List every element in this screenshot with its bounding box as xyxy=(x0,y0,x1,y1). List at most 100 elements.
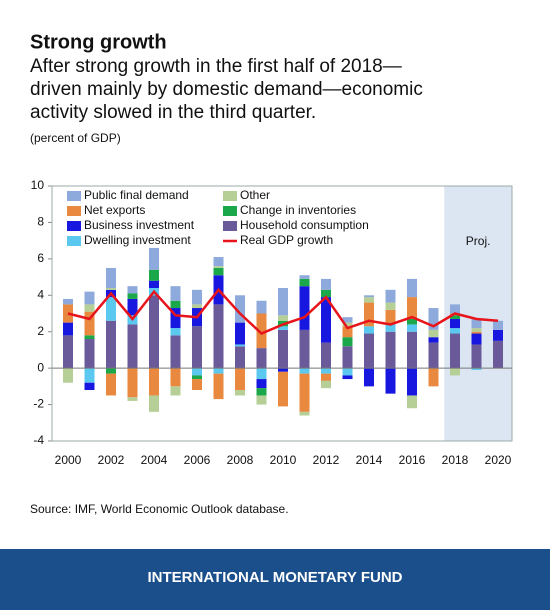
plot-frame xyxy=(51,185,513,442)
bar-segment xyxy=(428,337,439,343)
bar-segment xyxy=(299,329,310,369)
bar-segment xyxy=(170,368,181,387)
bar-segment xyxy=(127,368,138,398)
bar-segment xyxy=(213,373,224,400)
bar-segment xyxy=(63,368,73,383)
x-tick-label: 2020 xyxy=(485,453,512,467)
bar-segment xyxy=(213,257,224,267)
bar-segment xyxy=(342,337,353,347)
bar-segment xyxy=(256,313,267,349)
bar-segment xyxy=(84,335,95,339)
bar-segment xyxy=(471,318,482,329)
bar-segment xyxy=(299,373,310,412)
bar-segment xyxy=(106,288,116,290)
bar-segment xyxy=(235,344,245,347)
bar-segment xyxy=(256,388,267,396)
y-tick-label: -4 xyxy=(33,433,44,447)
footer-band xyxy=(0,549,550,610)
footer: INTERNATIONAL MONETARY FUND xyxy=(148,569,403,586)
bar-segment xyxy=(428,368,439,387)
bar-segment xyxy=(471,328,482,332)
bar-segment xyxy=(127,286,138,294)
bar-segment xyxy=(407,278,417,298)
bar-segment xyxy=(364,297,374,303)
legend-swatch xyxy=(67,191,81,201)
bar-segment xyxy=(299,411,310,416)
bar-segment xyxy=(63,322,73,336)
bar-segment xyxy=(407,297,417,319)
legend-swatch xyxy=(67,236,81,246)
legend-label: Other xyxy=(240,188,270,202)
bar-segment xyxy=(256,379,267,389)
bar-segment xyxy=(342,346,353,369)
bar-segment xyxy=(299,286,310,330)
bar-segment xyxy=(342,322,353,327)
bar-segment xyxy=(364,333,374,369)
bar-segment xyxy=(364,326,374,334)
x-tick-label: 2012 xyxy=(313,453,340,467)
bar-segment xyxy=(106,368,116,374)
bar-segment xyxy=(127,298,138,316)
bar-segment xyxy=(407,331,417,369)
bar-segment xyxy=(106,320,116,369)
bar-segment xyxy=(471,333,482,345)
bar-segment xyxy=(149,395,159,412)
y-tick-label: 4 xyxy=(37,287,44,301)
legend-label: Net exports xyxy=(84,203,145,217)
bar-segment xyxy=(493,340,503,369)
bar-segment xyxy=(84,291,95,305)
x-tick-label: 2002 xyxy=(98,453,125,467)
bar-segment xyxy=(149,269,159,281)
x-tick-label: 2008 xyxy=(227,453,254,467)
bar-segment xyxy=(170,286,181,301)
y-tick-label: 0 xyxy=(37,360,44,374)
x-tick-label: 2006 xyxy=(184,453,211,467)
bar-segment xyxy=(321,297,331,343)
subtitle: driven mainly by domestic demand—economi… xyxy=(30,79,423,100)
bar-segment xyxy=(407,395,417,409)
bar-segment xyxy=(235,322,245,345)
bar-segment xyxy=(84,382,95,390)
bar-segment xyxy=(256,368,267,380)
bar-segment xyxy=(256,348,267,369)
bar-segment xyxy=(127,397,138,401)
bar-segment xyxy=(321,368,331,374)
bar-segment xyxy=(299,275,310,279)
bar-segment xyxy=(192,304,202,309)
y-tick-label: -2 xyxy=(33,397,44,411)
bar-segment xyxy=(471,344,482,369)
legend-label: Household consumption xyxy=(240,218,369,232)
bar-segment xyxy=(450,333,460,369)
y-tick-label: 8 xyxy=(37,215,44,229)
legend-label: Business investment xyxy=(84,218,195,232)
x-tick-label: 2014 xyxy=(356,453,383,467)
bar-segment xyxy=(450,315,460,319)
bar-segment xyxy=(278,329,288,369)
bar-segment xyxy=(278,368,288,372)
bar-segment xyxy=(127,293,138,299)
bar-segment xyxy=(192,375,202,380)
bar-segment xyxy=(192,289,202,305)
bar-segment xyxy=(450,368,460,376)
bar-segment xyxy=(213,368,224,374)
bar-segment xyxy=(450,304,460,314)
bar-segment xyxy=(213,267,224,276)
bar-segment xyxy=(149,247,159,270)
subtitle: activity slowed in the third quarter. xyxy=(30,102,316,123)
legend-swatch xyxy=(67,206,81,216)
bar-segment xyxy=(170,335,181,369)
bar-segment xyxy=(450,318,460,329)
bar-segment xyxy=(256,395,267,405)
bar-segment xyxy=(106,267,116,288)
y-tick-label: 6 xyxy=(37,251,44,265)
bar-segment xyxy=(407,368,417,396)
bar-segment xyxy=(364,368,374,387)
bar-segment xyxy=(299,278,310,287)
x-tick-label: 2018 xyxy=(442,453,469,467)
bar-segment xyxy=(213,304,224,369)
units: (percent of GDP) xyxy=(30,131,121,145)
bar-segment xyxy=(213,266,224,268)
legend-label: Public final demand xyxy=(84,188,189,202)
bar-segment xyxy=(235,368,245,390)
